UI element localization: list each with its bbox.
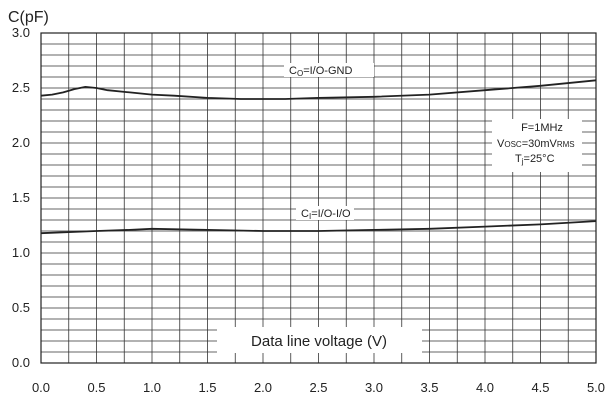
x-tick-label: 2.0 bbox=[254, 380, 272, 395]
conditions-line3-main: T bbox=[515, 153, 522, 165]
series-label-ci-main: C bbox=[301, 208, 309, 220]
y-tick-label: 2.0 bbox=[12, 135, 30, 150]
y-tick-label: 3.0 bbox=[12, 25, 30, 40]
y-axis-label: C(pF) bbox=[8, 9, 49, 26]
x-axis-label: Data line voltage (V) bbox=[251, 333, 387, 350]
series-line-co bbox=[40, 79, 597, 100]
series-label-co-rest: =I/O-GND bbox=[303, 65, 352, 77]
x-tick-label: 4.0 bbox=[476, 380, 494, 395]
x-tick-label: 0.0 bbox=[32, 380, 50, 395]
y-tick-label: 0.0 bbox=[12, 355, 30, 370]
conditions-line2-sub: OSC bbox=[504, 140, 522, 149]
x-tick-label: 1.0 bbox=[143, 380, 161, 395]
x-axis-label-background bbox=[217, 327, 422, 353]
x-tick-label: 1.5 bbox=[198, 380, 216, 395]
series-label-ci-sub: I bbox=[309, 212, 311, 221]
series-label-co-background bbox=[284, 63, 374, 77]
x-tick-label: 5.0 bbox=[587, 380, 605, 395]
y-tick-label: 1.5 bbox=[12, 190, 30, 205]
conditions-line3-rest: =25°C bbox=[524, 153, 555, 165]
series-label-ci: CI=I/O-I/O bbox=[301, 208, 351, 221]
conditions-line2: VOSC=30mVRMS bbox=[497, 138, 575, 150]
conditions-line1: F=1MHz bbox=[521, 122, 563, 134]
conditions-line2-main: V bbox=[497, 138, 505, 150]
x-tick-label: 2.5 bbox=[309, 380, 327, 395]
conditions-line3-sub: j bbox=[521, 157, 524, 166]
series-label-co-sub: O bbox=[297, 69, 303, 78]
series-label-co: CO=I/O-GND bbox=[289, 65, 352, 78]
series-layer bbox=[40, 79, 597, 235]
y-tick-label: 1.0 bbox=[12, 245, 30, 260]
series-label-ci-background bbox=[296, 206, 354, 220]
x-tick-label: 3.0 bbox=[365, 380, 383, 395]
y-tick-label: 0.5 bbox=[12, 300, 30, 315]
x-tick-labels: 0.0 0.5 1.0 1.5 2.0 2.5 3.0 3.5 4.0 4.5 5.0 bbox=[32, 380, 605, 395]
series-label-ci-rest: =I/O-I/O bbox=[311, 208, 351, 220]
series-label-co-main: C bbox=[289, 65, 297, 77]
y-tick-labels: 0.0 0.5 1.0 1.5 2.0 2.5 3.0 bbox=[12, 25, 30, 370]
series-line-ci bbox=[40, 220, 597, 235]
x-tick-label: 4.5 bbox=[531, 380, 549, 395]
x-tick-label: 0.5 bbox=[87, 380, 105, 395]
plot-frame bbox=[40, 32, 597, 364]
conditions-line3: Tj=25°C bbox=[515, 153, 555, 166]
conditions-line2-rest: =30mV bbox=[522, 138, 558, 150]
grid bbox=[41, 33, 596, 363]
y-tick-label: 2.5 bbox=[12, 80, 30, 95]
conditions-line2-sub2: RMS bbox=[557, 140, 575, 149]
x-tick-label: 3.5 bbox=[420, 380, 438, 395]
conditions-background bbox=[492, 119, 582, 172]
